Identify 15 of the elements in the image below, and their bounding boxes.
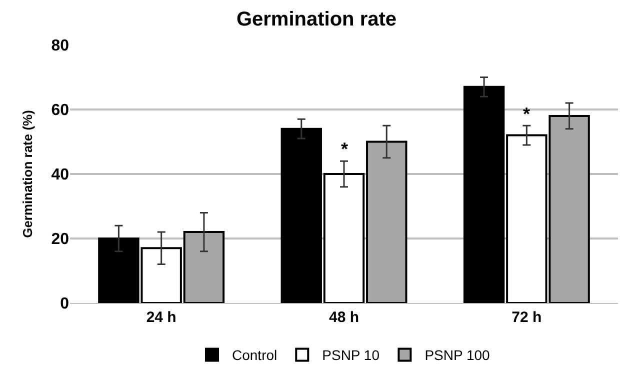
x-tick-label: 48 h: [328, 309, 360, 326]
y-tick-label: 80: [51, 38, 70, 55]
annotation: *: [341, 139, 348, 159]
y-tick-label: 60: [51, 102, 70, 120]
x-tick-label: 72 h: [512, 309, 542, 326]
y-axis-title: Germination rate (%): [20, 110, 36, 238]
legend-label: PSNP 10: [322, 347, 380, 364]
y-tick-label: 0: [60, 296, 70, 313]
y-tick-label: 40: [51, 166, 70, 184]
x-tick-label: 24 h: [146, 309, 176, 326]
annotation: *: [523, 104, 530, 124]
chart-title: Germination rate: [236, 8, 397, 30]
legend-label: Control: [232, 347, 278, 364]
legend-label: PSNP 100: [424, 347, 490, 364]
y-tick-label: 20: [51, 231, 70, 248]
